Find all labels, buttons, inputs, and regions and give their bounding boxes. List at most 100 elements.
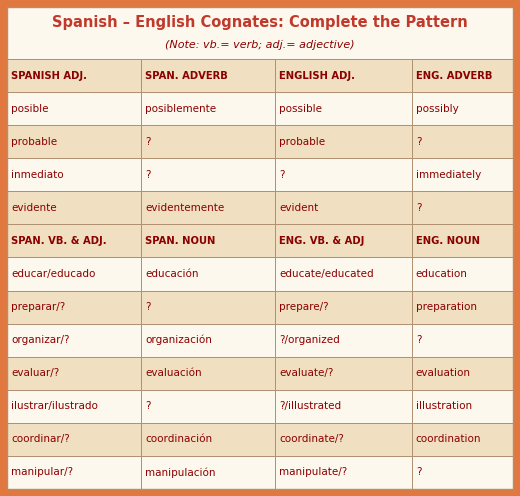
Text: ?: ? — [145, 170, 151, 180]
Text: probable: probable — [279, 137, 326, 147]
Bar — [141, 423, 275, 456]
Bar — [275, 191, 412, 224]
Text: evaluación: evaluación — [145, 368, 202, 378]
Text: ?: ? — [145, 302, 151, 312]
Text: coordination: coordination — [416, 434, 482, 444]
Bar — [412, 59, 513, 92]
Text: ENG. NOUN: ENG. NOUN — [416, 236, 480, 246]
Text: manipular/?: manipular/? — [11, 467, 73, 478]
Bar — [7, 59, 141, 92]
Bar — [141, 357, 275, 390]
Text: ?: ? — [416, 335, 421, 345]
Text: ?/illustrated: ?/illustrated — [279, 401, 341, 411]
Text: immediately: immediately — [416, 170, 481, 180]
Bar — [412, 423, 513, 456]
Bar — [141, 59, 275, 92]
Text: ?/organized: ?/organized — [279, 335, 340, 345]
Bar — [141, 390, 275, 423]
Bar — [141, 257, 275, 291]
Bar — [275, 257, 412, 291]
Bar — [7, 291, 141, 323]
Bar — [275, 92, 412, 125]
Bar — [275, 125, 412, 158]
Bar — [275, 224, 412, 257]
Bar — [141, 456, 275, 489]
Text: ENGLISH ADJ.: ENGLISH ADJ. — [279, 70, 355, 80]
Bar — [412, 125, 513, 158]
Text: SPAN. NOUN: SPAN. NOUN — [145, 236, 215, 246]
Text: evident: evident — [279, 203, 318, 213]
Text: SPANISH ADJ.: SPANISH ADJ. — [11, 70, 87, 80]
Text: SPAN. ADVERB: SPAN. ADVERB — [145, 70, 228, 80]
Text: evaluate/?: evaluate/? — [279, 368, 333, 378]
Bar — [7, 456, 141, 489]
Bar — [7, 323, 141, 357]
Text: coordinate/?: coordinate/? — [279, 434, 344, 444]
Text: manipulación: manipulación — [145, 467, 216, 478]
Text: preparar/?: preparar/? — [11, 302, 65, 312]
Text: possibly: possibly — [416, 104, 459, 114]
Text: ?: ? — [145, 401, 151, 411]
Text: illustration: illustration — [416, 401, 472, 411]
Bar — [7, 191, 141, 224]
Bar — [7, 92, 141, 125]
Text: (Note: vb.= verb; adj.= adjective): (Note: vb.= verb; adj.= adjective) — [165, 40, 355, 50]
Bar — [141, 224, 275, 257]
Text: preparation: preparation — [416, 302, 477, 312]
Text: manipulate/?: manipulate/? — [279, 467, 347, 478]
Text: ?: ? — [416, 137, 421, 147]
Bar — [141, 125, 275, 158]
Bar — [7, 125, 141, 158]
Bar — [412, 224, 513, 257]
Bar — [7, 7, 513, 59]
Text: ENG. ADVERB: ENG. ADVERB — [416, 70, 492, 80]
Bar — [275, 158, 412, 191]
Bar — [141, 191, 275, 224]
Bar — [412, 323, 513, 357]
Text: evaluar/?: evaluar/? — [11, 368, 59, 378]
Bar — [7, 257, 141, 291]
Bar — [275, 456, 412, 489]
Bar — [141, 291, 275, 323]
Text: posiblemente: posiblemente — [145, 104, 216, 114]
Bar — [412, 257, 513, 291]
Text: SPAN. VB. & ADJ.: SPAN. VB. & ADJ. — [11, 236, 107, 246]
Bar — [412, 191, 513, 224]
Bar — [7, 224, 141, 257]
Text: ilustrar/ilustrado: ilustrar/ilustrado — [11, 401, 98, 411]
Bar — [7, 357, 141, 390]
Bar — [412, 291, 513, 323]
Text: prepare/?: prepare/? — [279, 302, 329, 312]
Bar — [412, 158, 513, 191]
Bar — [7, 158, 141, 191]
Text: ENG. VB. & ADJ: ENG. VB. & ADJ — [279, 236, 365, 246]
Bar — [412, 390, 513, 423]
Text: evaluation: evaluation — [416, 368, 471, 378]
Bar — [412, 357, 513, 390]
Text: organizar/?: organizar/? — [11, 335, 70, 345]
Bar — [7, 423, 141, 456]
Text: ?: ? — [279, 170, 284, 180]
Text: education: education — [416, 269, 467, 279]
Bar — [275, 390, 412, 423]
Text: organización: organización — [145, 335, 212, 345]
Bar — [141, 158, 275, 191]
Text: educación: educación — [145, 269, 199, 279]
Bar — [275, 291, 412, 323]
Bar — [7, 390, 141, 423]
Bar — [412, 456, 513, 489]
Text: ?: ? — [145, 137, 151, 147]
Bar — [141, 323, 275, 357]
Bar — [412, 92, 513, 125]
Text: possible: possible — [279, 104, 322, 114]
Text: ?: ? — [416, 467, 421, 478]
Text: posible: posible — [11, 104, 48, 114]
Text: coordinación: coordinación — [145, 434, 212, 444]
Bar — [275, 357, 412, 390]
Text: educate/educated: educate/educated — [279, 269, 374, 279]
Text: educar/educado: educar/educado — [11, 269, 95, 279]
Text: evidentemente: evidentemente — [145, 203, 224, 213]
Bar — [275, 423, 412, 456]
Text: Spanish – English Cognates: Complete the Pattern: Spanish – English Cognates: Complete the… — [52, 15, 468, 30]
Text: coordinar/?: coordinar/? — [11, 434, 70, 444]
